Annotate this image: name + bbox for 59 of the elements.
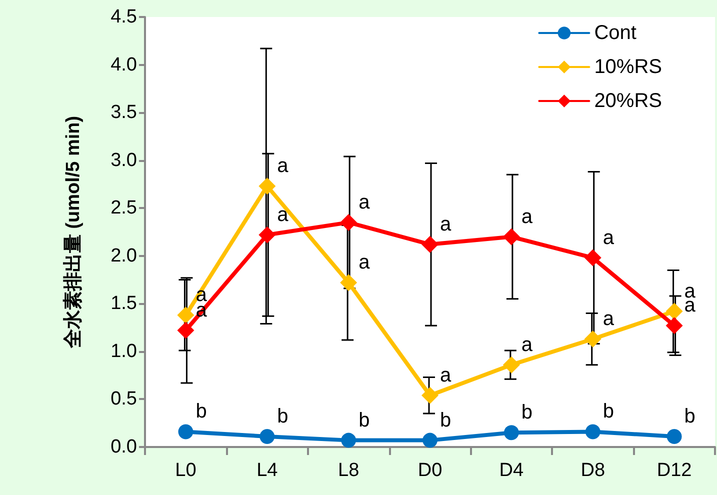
point xyxy=(666,317,683,334)
annotation: a xyxy=(521,334,534,356)
point xyxy=(258,226,276,244)
y-tick-label: 1.0 xyxy=(110,340,137,362)
annotation: a xyxy=(521,206,534,228)
x-tick-label: D8 xyxy=(580,460,606,481)
point xyxy=(422,432,438,448)
y-axis-title: 全水素排出量 (umol/5 min) xyxy=(62,116,84,350)
point xyxy=(502,356,520,374)
point xyxy=(258,178,276,195)
annotation: b xyxy=(358,409,370,432)
point xyxy=(666,302,683,320)
point xyxy=(260,428,275,444)
annotation: a xyxy=(440,364,452,386)
point xyxy=(422,236,438,253)
x-tick-label: L0 xyxy=(175,460,196,481)
point xyxy=(504,425,519,440)
x-tick-label: L4 xyxy=(256,460,278,481)
y-tick-label: 3.0 xyxy=(110,150,137,171)
annotation: b xyxy=(602,400,614,423)
point xyxy=(341,432,356,448)
annotation: b xyxy=(521,402,533,424)
y-tick-label: 0.5 xyxy=(110,388,137,410)
point xyxy=(340,214,358,231)
x-tick-label: D4 xyxy=(499,460,524,481)
y-tick-label: 2.0 xyxy=(110,245,137,266)
annotation: a xyxy=(358,191,371,214)
point xyxy=(666,428,682,444)
y-tick-label: 0.0 xyxy=(110,436,137,458)
annotation: b xyxy=(684,405,696,428)
y-tick-label: 3.5 xyxy=(110,102,137,124)
point xyxy=(502,228,520,246)
legend-label: 20%RS xyxy=(594,90,662,112)
point xyxy=(584,249,602,266)
point xyxy=(177,322,194,339)
annotation: a xyxy=(602,308,615,330)
annotation: a xyxy=(602,226,615,249)
point xyxy=(340,274,358,292)
point xyxy=(422,386,438,404)
point xyxy=(584,330,602,348)
annotation: a xyxy=(277,155,290,178)
annotation: b xyxy=(440,409,452,432)
y-tick-label: 4.0 xyxy=(110,54,137,76)
annotation: b xyxy=(277,405,288,428)
y-tick-label: 1.5 xyxy=(110,293,137,314)
y-tick-label: 4.5 xyxy=(110,6,137,28)
annotation: b xyxy=(196,400,207,423)
x-tick-label: L8 xyxy=(338,460,360,481)
point xyxy=(585,424,600,440)
x-tick-label: D0 xyxy=(418,460,442,481)
point xyxy=(178,424,194,440)
legend-label: 10%RS xyxy=(594,56,662,78)
point xyxy=(177,306,194,324)
legend-label: Cont xyxy=(594,22,637,44)
y-tick-label: 2.5 xyxy=(110,198,137,219)
annotation: a xyxy=(277,204,290,226)
annotation: a xyxy=(440,213,452,236)
annotation: a xyxy=(358,252,371,274)
x-tick-label: D12 xyxy=(656,460,692,481)
